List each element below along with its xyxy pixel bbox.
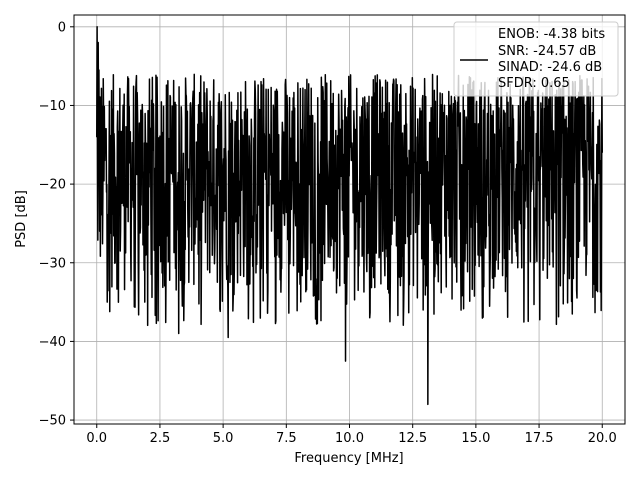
x-tick-label: 5.0 <box>213 431 234 446</box>
y-axis: 0 −10 −20 −30 −40 −50 <box>39 20 74 429</box>
series-layer <box>96 26 603 406</box>
y-tick-label: −50 <box>39 414 66 429</box>
y-axis-label: PSD [dB] <box>14 190 29 248</box>
y-tick-label: −30 <box>39 256 66 271</box>
y-tick-label: −20 <box>39 178 66 193</box>
x-tick-label: 20.0 <box>588 431 617 446</box>
y-tick-label: −10 <box>39 99 66 114</box>
x-tick-label: 7.5 <box>276 431 297 446</box>
legend-entry-sfdr: SFDR: 0.65 <box>498 76 570 91</box>
x-tick-label: 17.5 <box>525 431 554 446</box>
legend-entry-snr: SNR: -24.57 dB <box>498 44 596 59</box>
y-tick-label: −40 <box>39 335 66 350</box>
legend-box <box>453 21 619 97</box>
x-tick-label: 12.5 <box>398 431 427 446</box>
x-tick-label: 0.0 <box>86 431 107 446</box>
legend-entry-sinad: SINAD: -24.6 dB <box>498 60 602 75</box>
x-tick-label: 15.0 <box>461 431 490 446</box>
x-tick-label: 10.0 <box>335 431 364 446</box>
x-axis-label: Frequency [MHz] <box>294 451 403 466</box>
series-line <box>96 26 603 406</box>
y-tick-label: 0 <box>58 20 66 35</box>
legend-entry-enob: ENOB: -4.38 bits <box>498 27 605 42</box>
legend: ENOB: -4.38 bits SNR: -24.57 dB SINAD: -… <box>453 21 619 97</box>
x-axis: 0.0 2.5 5.0 7.5 10.0 12.5 15.0 17.5 20.0 <box>86 424 617 446</box>
x-tick-label: 2.5 <box>150 431 171 446</box>
